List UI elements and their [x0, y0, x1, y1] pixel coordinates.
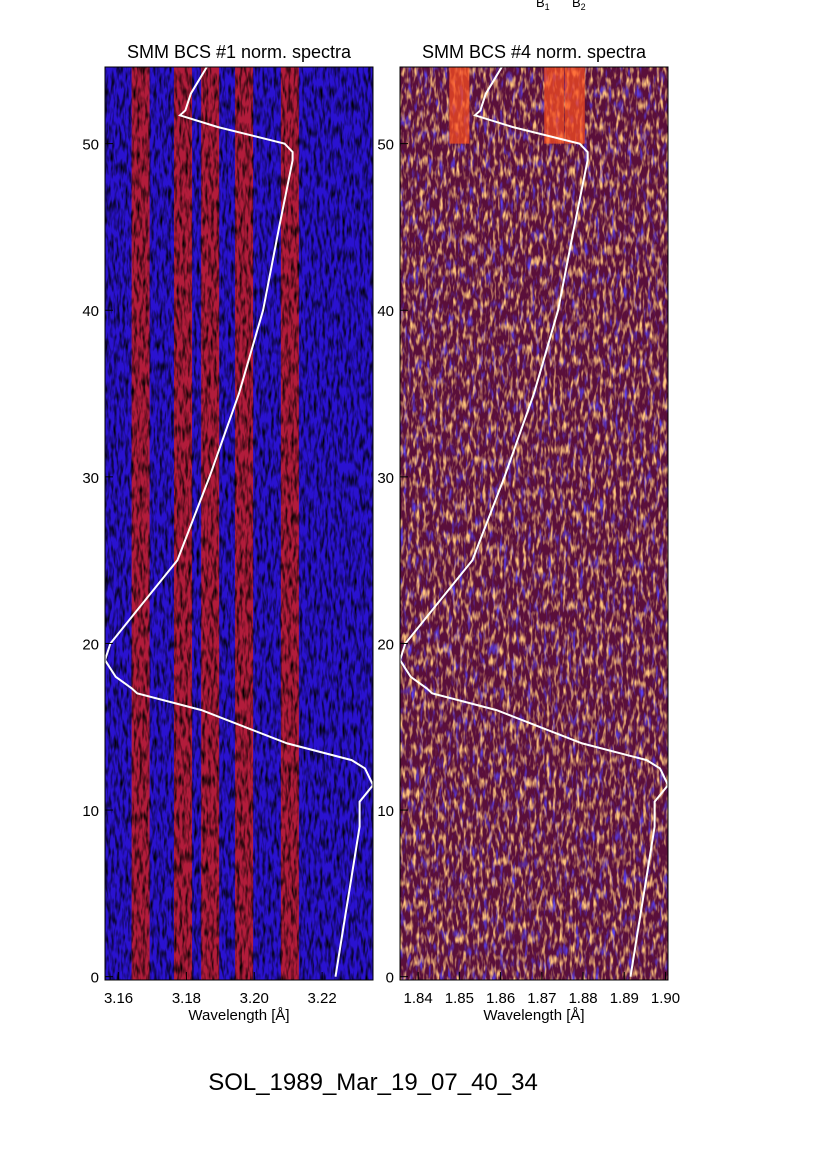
- x-tick-label: 3.22: [308, 990, 337, 1007]
- x-axis-label: Wavelength [Å]: [483, 1007, 584, 1024]
- header-labels: B1 B2: [536, 0, 586, 12]
- x-tick-label: 1.84: [404, 990, 433, 1007]
- y-tick-label: 50: [82, 137, 99, 154]
- footer-title: SOL_1989_Mar_19_07_40_34: [208, 1069, 538, 1096]
- y-tick-label: 10: [82, 803, 99, 820]
- panel-bcs1: SMM BCS #1 norm. spectra 3.16 3.18 3.20 3.22…: [82, 42, 374, 1024]
- heatmap: [400, 67, 668, 980]
- panel-title: SMM BCS #1 norm. spectra: [127, 42, 352, 62]
- x-tick-label: 3.16: [104, 990, 133, 1007]
- y-tick-label: 30: [82, 470, 99, 487]
- x-axis-label: Wavelength [Å]: [188, 1007, 289, 1024]
- plot-frame: [399, 66, 669, 981]
- plot-frame: [104, 66, 374, 981]
- panel-title: SMM BCS #4 norm. spectra: [422, 42, 647, 62]
- x-tick-label: 1.89: [610, 990, 639, 1007]
- x-tick-label: 1.88: [568, 990, 597, 1007]
- x-tick-label: 1.85: [445, 990, 474, 1007]
- emission-line-band: [449, 67, 470, 144]
- y-tick-label: 30: [377, 470, 394, 487]
- panel-bcs4: SMM BCS #4 norm. spectra 1.84 1.85 1.86 1.87…: [377, 42, 680, 1024]
- emission-line-band: [544, 67, 565, 144]
- light-curve: [105, 67, 373, 977]
- x-tick-label: 3.20: [240, 990, 269, 1007]
- y-tick-label: 10: [377, 803, 394, 820]
- light-curve: [400, 67, 668, 977]
- y-tick-label: 0: [91, 970, 99, 987]
- y-tick-label: 20: [82, 636, 99, 653]
- y-tick-label: 0: [386, 970, 394, 987]
- y-tick-label: 40: [377, 303, 394, 320]
- x-tick-label: 1.86: [486, 990, 515, 1007]
- y-tick-label: 20: [377, 636, 394, 653]
- y-tick-label: 40: [82, 303, 99, 320]
- header-label-b2: B2: [572, 0, 586, 12]
- emission-line-band: [564, 67, 585, 144]
- x-tick-label: 1.90: [651, 990, 680, 1007]
- x-tick-label: 1.87: [527, 990, 556, 1007]
- x-tick-label: 3.18: [172, 990, 201, 1007]
- heatmap: [105, 67, 373, 980]
- header-label-b1: B1: [536, 0, 550, 12]
- y-tick-label: 50: [377, 137, 394, 154]
- noise-texture: [105, 67, 373, 980]
- noise-texture-orange: [400, 67, 668, 980]
